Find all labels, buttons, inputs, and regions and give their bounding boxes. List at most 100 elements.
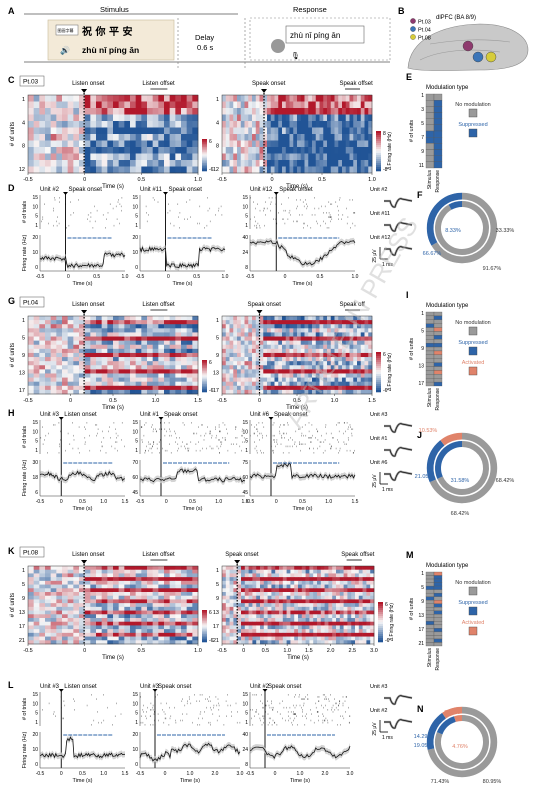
heatmap-cell [360,373,365,378]
heatmap-cell [327,389,332,395]
heatmap-cell [327,361,332,366]
heatmap-cell [259,332,264,337]
heatmap-cell [73,114,80,122]
heatmap-cell [141,365,148,370]
heatmap-cell [282,114,287,122]
heatmap-cell [225,625,230,630]
heatmap-cell [353,140,358,148]
heatmap-cell [368,381,373,387]
heatmap-cell [50,328,57,333]
heatmap-cell [101,618,108,623]
heatmap-cell [67,166,74,174]
heatmap-cell [84,580,91,585]
heatmap-cell [338,316,343,321]
heatmap-cell [263,101,268,109]
heatmap-cell [342,127,347,135]
heatmap-cell [50,580,57,585]
heatmap-cell [96,625,102,630]
heatmap-cell [192,160,199,167]
heatmap-cell [345,332,350,337]
heatmap-cell [244,121,249,128]
heatmap-cell [237,603,242,608]
heatmap-cell [293,336,298,341]
fr-tick-label: 10 [132,747,138,753]
heatmap-cell [96,629,102,634]
heatmap-cell [181,618,187,623]
heatmap-cell [339,599,344,604]
heatmap-cell [50,373,57,378]
heatmap-cell [107,385,114,391]
heatmap-cell [118,625,125,630]
heatmap-cell [267,114,272,122]
heatmap-cell [73,348,80,354]
colorbar-label: Δ Firing rate (Hz) [387,132,393,170]
x-tick-label: 1.5 [194,398,202,404]
heatmap-cell [141,573,148,578]
heatmap-cell [28,629,34,634]
heatmap-cell [96,324,102,329]
x-tick-label: 1.0 [152,398,160,404]
heatmap-cell [241,629,246,634]
heatmap-cell [328,595,333,600]
heatmap-cell [186,348,193,354]
heatmap-cell [289,340,294,346]
psth-ci-band [140,244,225,271]
heatmap-cell [101,373,108,378]
heatmap-cell [152,365,159,370]
heatmap-cell [252,584,257,589]
heatmap-cell [164,121,170,128]
heatmap-cell [67,357,74,362]
heatmap-cell [175,377,182,382]
heatmap-cell [33,595,40,600]
x-tick-label: 1.5 [305,648,313,654]
colorbar-step [202,387,207,390]
heatmap-cell [252,595,257,600]
heatmap-cell [33,373,40,378]
heatmap-cell [241,592,246,597]
heatmap-cell [255,381,260,387]
heatmap-cell [124,361,131,366]
colorbar-step [376,141,381,144]
heatmap-cell [349,114,354,122]
heatmap-cell [364,127,369,135]
heatmap-cell [101,121,108,128]
fr-tick-label: 18 [32,475,38,481]
heatmap-cell [270,108,275,115]
heatmap-cell [84,618,91,623]
heatmap-cell [263,573,268,578]
heatmap-cell [248,381,253,387]
heatmap-cell [141,621,148,626]
heatmap-cell [107,361,114,366]
heatmap-cell [338,140,343,148]
colorbar-step [376,145,381,148]
heatmap-cell [275,599,280,604]
fr-tick-label: 75 [242,460,248,466]
heatmap-cell [118,584,125,589]
heatmap-cell [267,324,272,329]
heatmap-cell [353,357,358,362]
heatmap-cell [275,625,280,630]
heatmap-cell [118,618,125,623]
heatmap-cell [244,610,249,615]
heatmap-cell [130,153,136,161]
heatmap-cell [290,614,295,619]
heatmap-cell [96,101,102,109]
heatmap-cell [186,357,193,362]
heatmap-cell [175,580,182,585]
heatmap-cell [107,166,114,174]
heatmap-cell [289,357,294,362]
heatmap-cell [113,606,119,611]
heatmap-cell [73,592,80,597]
heatmap-cell [79,108,85,115]
trial-tick-label: 5 [135,711,138,717]
heatmap-cell [164,369,170,374]
heatmap-cell [39,365,46,370]
heatmap-cell [39,592,46,597]
heatmap-cell [147,324,153,329]
heatmap-cell [50,636,57,641]
heatmap-cell [308,389,313,395]
heatmap-cell [79,618,85,623]
heatmap-cell [56,385,63,391]
heatmap-cell [248,588,253,593]
heatmap-cell [309,614,314,619]
